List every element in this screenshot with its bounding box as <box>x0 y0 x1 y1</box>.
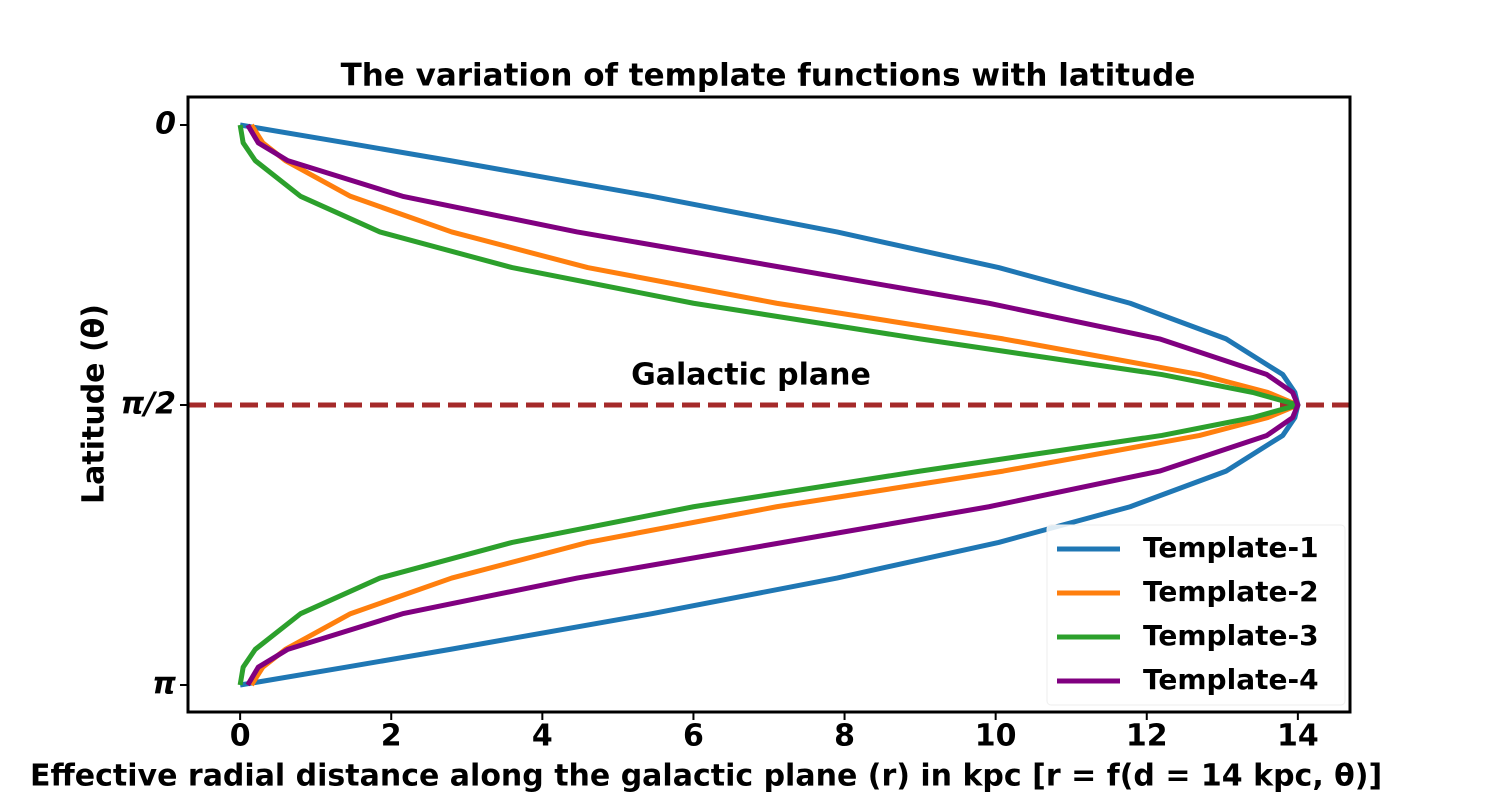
x-tick-label: 8 <box>834 719 855 754</box>
plot-frame <box>186 95 1352 714</box>
y-tick-label: π/2 <box>120 386 176 421</box>
legend-label: Template-2 <box>1143 575 1319 608</box>
x-tick-label: 6 <box>683 719 704 754</box>
legend-box <box>1046 524 1346 706</box>
x-axis-label: Effective radial distance along the gala… <box>30 759 1382 794</box>
chart-title: The variation of template functions with… <box>341 58 1196 94</box>
y-tick-label: 0 <box>155 106 176 141</box>
y-tick-label: π <box>152 667 176 702</box>
x-tick-label: 14 <box>1277 719 1319 754</box>
legend-label: Template-1 <box>1143 531 1319 564</box>
x-tick-label: 0 <box>230 719 251 754</box>
y-axis-label: Latitude (θ) <box>77 304 112 504</box>
x-tick-label: 4 <box>532 719 553 754</box>
galactic-plane-label: Galactic plane <box>631 357 871 392</box>
legend-label: Template-4 <box>1143 663 1319 696</box>
x-tick-label: 12 <box>1126 719 1168 754</box>
x-tick-label: 10 <box>975 719 1017 754</box>
series-line <box>245 123 1301 687</box>
legend-label: Template-3 <box>1143 619 1319 652</box>
x-tick-label: 2 <box>381 719 402 754</box>
